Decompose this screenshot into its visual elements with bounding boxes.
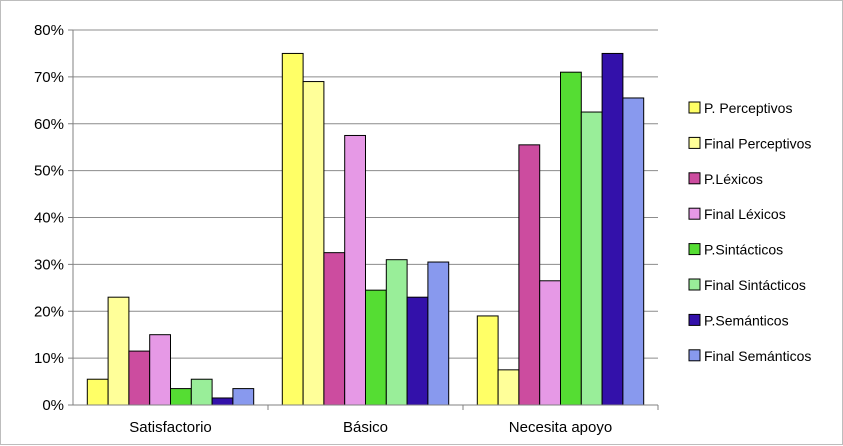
bar xyxy=(622,97,645,406)
legend-entry: Final Sintácticos xyxy=(688,277,806,293)
category-label: Satisfactorio xyxy=(129,419,212,436)
legend-entry: Final Semánticos xyxy=(688,348,811,364)
bar xyxy=(580,111,603,406)
y-tick-label: 20% xyxy=(34,303,64,320)
bar xyxy=(365,289,387,406)
bar xyxy=(497,369,520,406)
legend-swatch xyxy=(688,243,701,256)
legend-label: Final Léxicos xyxy=(704,206,786,222)
legend: P. Perceptivos Final Perceptivos P.Léxicos… xyxy=(688,100,811,364)
legend-swatch xyxy=(688,101,701,114)
legend-swatch xyxy=(688,136,701,149)
bar xyxy=(427,261,450,406)
legend-entry: P.Semánticos xyxy=(688,312,789,328)
legend-swatch xyxy=(688,313,701,326)
bar xyxy=(539,280,562,406)
bar xyxy=(107,296,130,406)
bar xyxy=(149,334,171,406)
legend-label: Final Perceptivos xyxy=(704,135,811,151)
y-tick-label: 60% xyxy=(34,116,64,133)
legend-label: Final Semánticos xyxy=(704,348,811,364)
y-tick-label: 40% xyxy=(34,210,64,227)
legend-swatch xyxy=(688,278,701,291)
legend-label: P.Léxicos xyxy=(704,171,763,187)
category-label: Básico xyxy=(343,419,388,436)
bar xyxy=(601,52,624,406)
bar xyxy=(86,378,109,406)
category-labels: Satisfactorio Básico Necesita apoyo xyxy=(129,419,612,436)
y-tick-label: 50% xyxy=(34,163,64,180)
bar xyxy=(128,350,151,406)
bar xyxy=(211,397,234,406)
legend-label: P.Sintácticos xyxy=(704,242,783,258)
legend-swatch xyxy=(688,349,701,362)
bar xyxy=(302,81,325,406)
bar xyxy=(232,388,255,406)
legend-entry: P.Léxicos xyxy=(688,171,763,187)
y-tick-labels: 0% 10% 20% 30% 40% 50% 60% 70% 80% xyxy=(34,22,64,414)
axes xyxy=(68,29,659,410)
legend-swatch xyxy=(688,172,701,185)
legend-entry: P.Sintácticos xyxy=(688,242,783,258)
y-tick-label: 80% xyxy=(34,22,64,39)
bar xyxy=(344,134,367,406)
bar xyxy=(323,252,346,406)
bar xyxy=(406,296,429,406)
bars xyxy=(86,52,645,406)
bar xyxy=(476,315,499,406)
legend-label: P. Perceptivos xyxy=(704,100,792,116)
legend-swatch xyxy=(688,207,701,220)
legend-entry: P. Perceptivos xyxy=(688,100,792,116)
y-tick-label: 10% xyxy=(34,350,64,367)
category-label: Necesita apoyo xyxy=(509,419,612,436)
bar xyxy=(560,71,582,406)
y-tick-label: 30% xyxy=(34,256,64,273)
legend-entry: Final Perceptivos xyxy=(688,135,811,151)
bar xyxy=(281,52,304,406)
y-tick-label: 0% xyxy=(42,397,64,414)
legend-label: Final Sintácticos xyxy=(704,277,806,293)
bar xyxy=(518,144,541,406)
bar xyxy=(190,378,213,406)
bar xyxy=(170,388,192,406)
legend-label: P.Semánticos xyxy=(704,312,789,328)
y-tick-label: 70% xyxy=(34,69,64,86)
bar xyxy=(385,259,408,406)
legend-entry: Final Léxicos xyxy=(688,206,786,222)
